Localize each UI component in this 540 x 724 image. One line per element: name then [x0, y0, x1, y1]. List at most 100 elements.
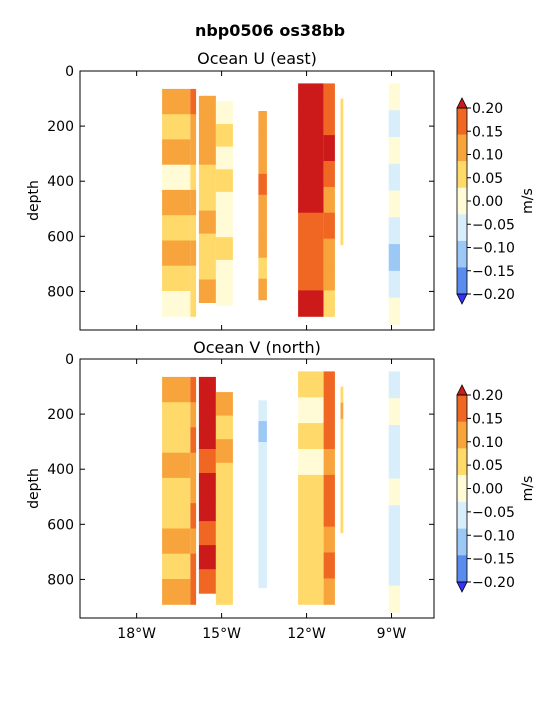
section-4-cell	[215, 282, 233, 306]
section-4-cell	[215, 169, 233, 193]
section-3-cell	[198, 256, 216, 280]
section-1-cell	[162, 114, 191, 140]
section-4-cell	[215, 557, 233, 582]
section-2-cell	[190, 164, 197, 191]
colorbar-tick-label: 0.10	[472, 148, 503, 164]
section-7-cell	[323, 290, 335, 317]
section-4-cell	[215, 439, 233, 464]
colorbar-tick-label: 0.15	[472, 411, 503, 427]
section-2-cell	[190, 402, 197, 428]
section-1-cell	[162, 503, 191, 529]
section-7-cell	[323, 264, 335, 291]
section-4-cell	[215, 146, 233, 170]
chart-title: Ocean V (north)	[193, 338, 321, 357]
y-tick-label: 0	[65, 352, 74, 368]
section-8-cell	[340, 483, 344, 501]
section-1-cell	[162, 164, 191, 191]
colorbar-tick-label: −0.05	[472, 505, 515, 521]
colorbar-band	[457, 134, 467, 162]
section-6-cell	[298, 449, 324, 476]
section-8-cell	[340, 147, 344, 164]
section-7-cell	[323, 526, 335, 553]
section-8-cell	[340, 402, 344, 420]
section-7-cell	[323, 474, 335, 502]
section-3-cell	[198, 425, 216, 450]
colorbar-tick-label: −0.05	[472, 217, 515, 233]
y-tick-label: 0	[65, 64, 74, 80]
section-5-cell	[258, 236, 267, 259]
x-tick-label: 18°W	[117, 626, 156, 642]
section-9-cell	[388, 83, 400, 111]
y-tick-label: 800	[47, 284, 74, 300]
colorbar-band	[457, 240, 467, 268]
section-3-cell	[198, 279, 216, 303]
section-5-cell	[258, 400, 267, 422]
section-6-cell	[298, 264, 324, 291]
colorbar-tick-label: −0.15	[472, 264, 515, 280]
section-3-cell	[198, 569, 216, 594]
section-6-cell	[298, 526, 324, 553]
section-9-cell	[388, 190, 400, 218]
section-7-cell	[323, 83, 335, 110]
section-6-cell	[298, 423, 324, 450]
section-6-cell	[298, 238, 324, 265]
section-3-cell	[198, 187, 216, 212]
section-5-cell	[258, 152, 267, 175]
section-2-cell	[190, 114, 197, 140]
colorbar-band	[457, 448, 467, 476]
colorbar-tick-label: 0.00	[472, 194, 503, 210]
section-2-cell	[190, 503, 197, 529]
colorbar-extend-max	[456, 97, 468, 109]
panels: Ocean U (east) 0 200 400 600 800 depth 0.20 0.15…	[26, 49, 536, 642]
section-6-cell	[298, 397, 324, 424]
section-1-cell	[162, 553, 191, 580]
section-9-cell	[388, 270, 400, 299]
section-3-cell	[198, 210, 216, 235]
section-4-cell	[215, 237, 233, 261]
chart-title: Ocean U (east)	[197, 49, 317, 68]
section-5-cell	[258, 442, 267, 464]
y-tick-label: 800	[47, 572, 74, 588]
section-8-cell	[340, 451, 344, 469]
colorbar-tick-label: −0.10	[472, 241, 515, 257]
y-tick-label: 400	[47, 462, 74, 478]
section-6-cell	[298, 109, 324, 136]
section-5-cell	[258, 525, 267, 547]
section-4-cell	[215, 124, 233, 148]
section-9-cell	[388, 451, 400, 480]
colorbar-tick-label: 0.00	[472, 482, 503, 498]
colorbar-tick-label: 0.20	[472, 388, 503, 404]
section-4-cell	[215, 259, 233, 284]
section-7-cell	[323, 423, 335, 450]
section-7-cell	[323, 161, 335, 188]
section-6-cell	[298, 474, 324, 502]
section-3-cell	[198, 164, 216, 189]
section-2-cell	[190, 427, 197, 454]
section-7-cell	[323, 186, 335, 214]
section-1-cell	[162, 402, 191, 428]
section-9-cell	[388, 478, 400, 506]
y-axis-label: depth	[26, 180, 42, 221]
section-5-cell	[258, 131, 267, 154]
colorbar-band	[457, 214, 467, 242]
section-9-cell	[388, 532, 400, 560]
section-8-cell	[340, 467, 344, 485]
y-tick-label: 200	[47, 119, 74, 135]
section-5-cell	[258, 483, 267, 505]
section-2-cell	[190, 452, 197, 479]
section-3-cell	[198, 473, 216, 498]
section-8-cell	[340, 179, 344, 197]
section-5-cell	[258, 278, 267, 301]
section-8-cell	[340, 516, 344, 534]
section-7-cell	[323, 238, 335, 265]
section-1-cell	[162, 528, 191, 555]
section-7-cell	[323, 371, 335, 398]
section-9-cell	[388, 505, 400, 533]
section-3-cell	[198, 449, 216, 474]
section-3-cell	[198, 521, 216, 546]
colorbar-tick-label: 0.05	[472, 171, 503, 187]
section-9-cell	[388, 163, 400, 192]
y-tick-label: 600	[47, 517, 74, 533]
section-7-cell	[323, 552, 335, 579]
